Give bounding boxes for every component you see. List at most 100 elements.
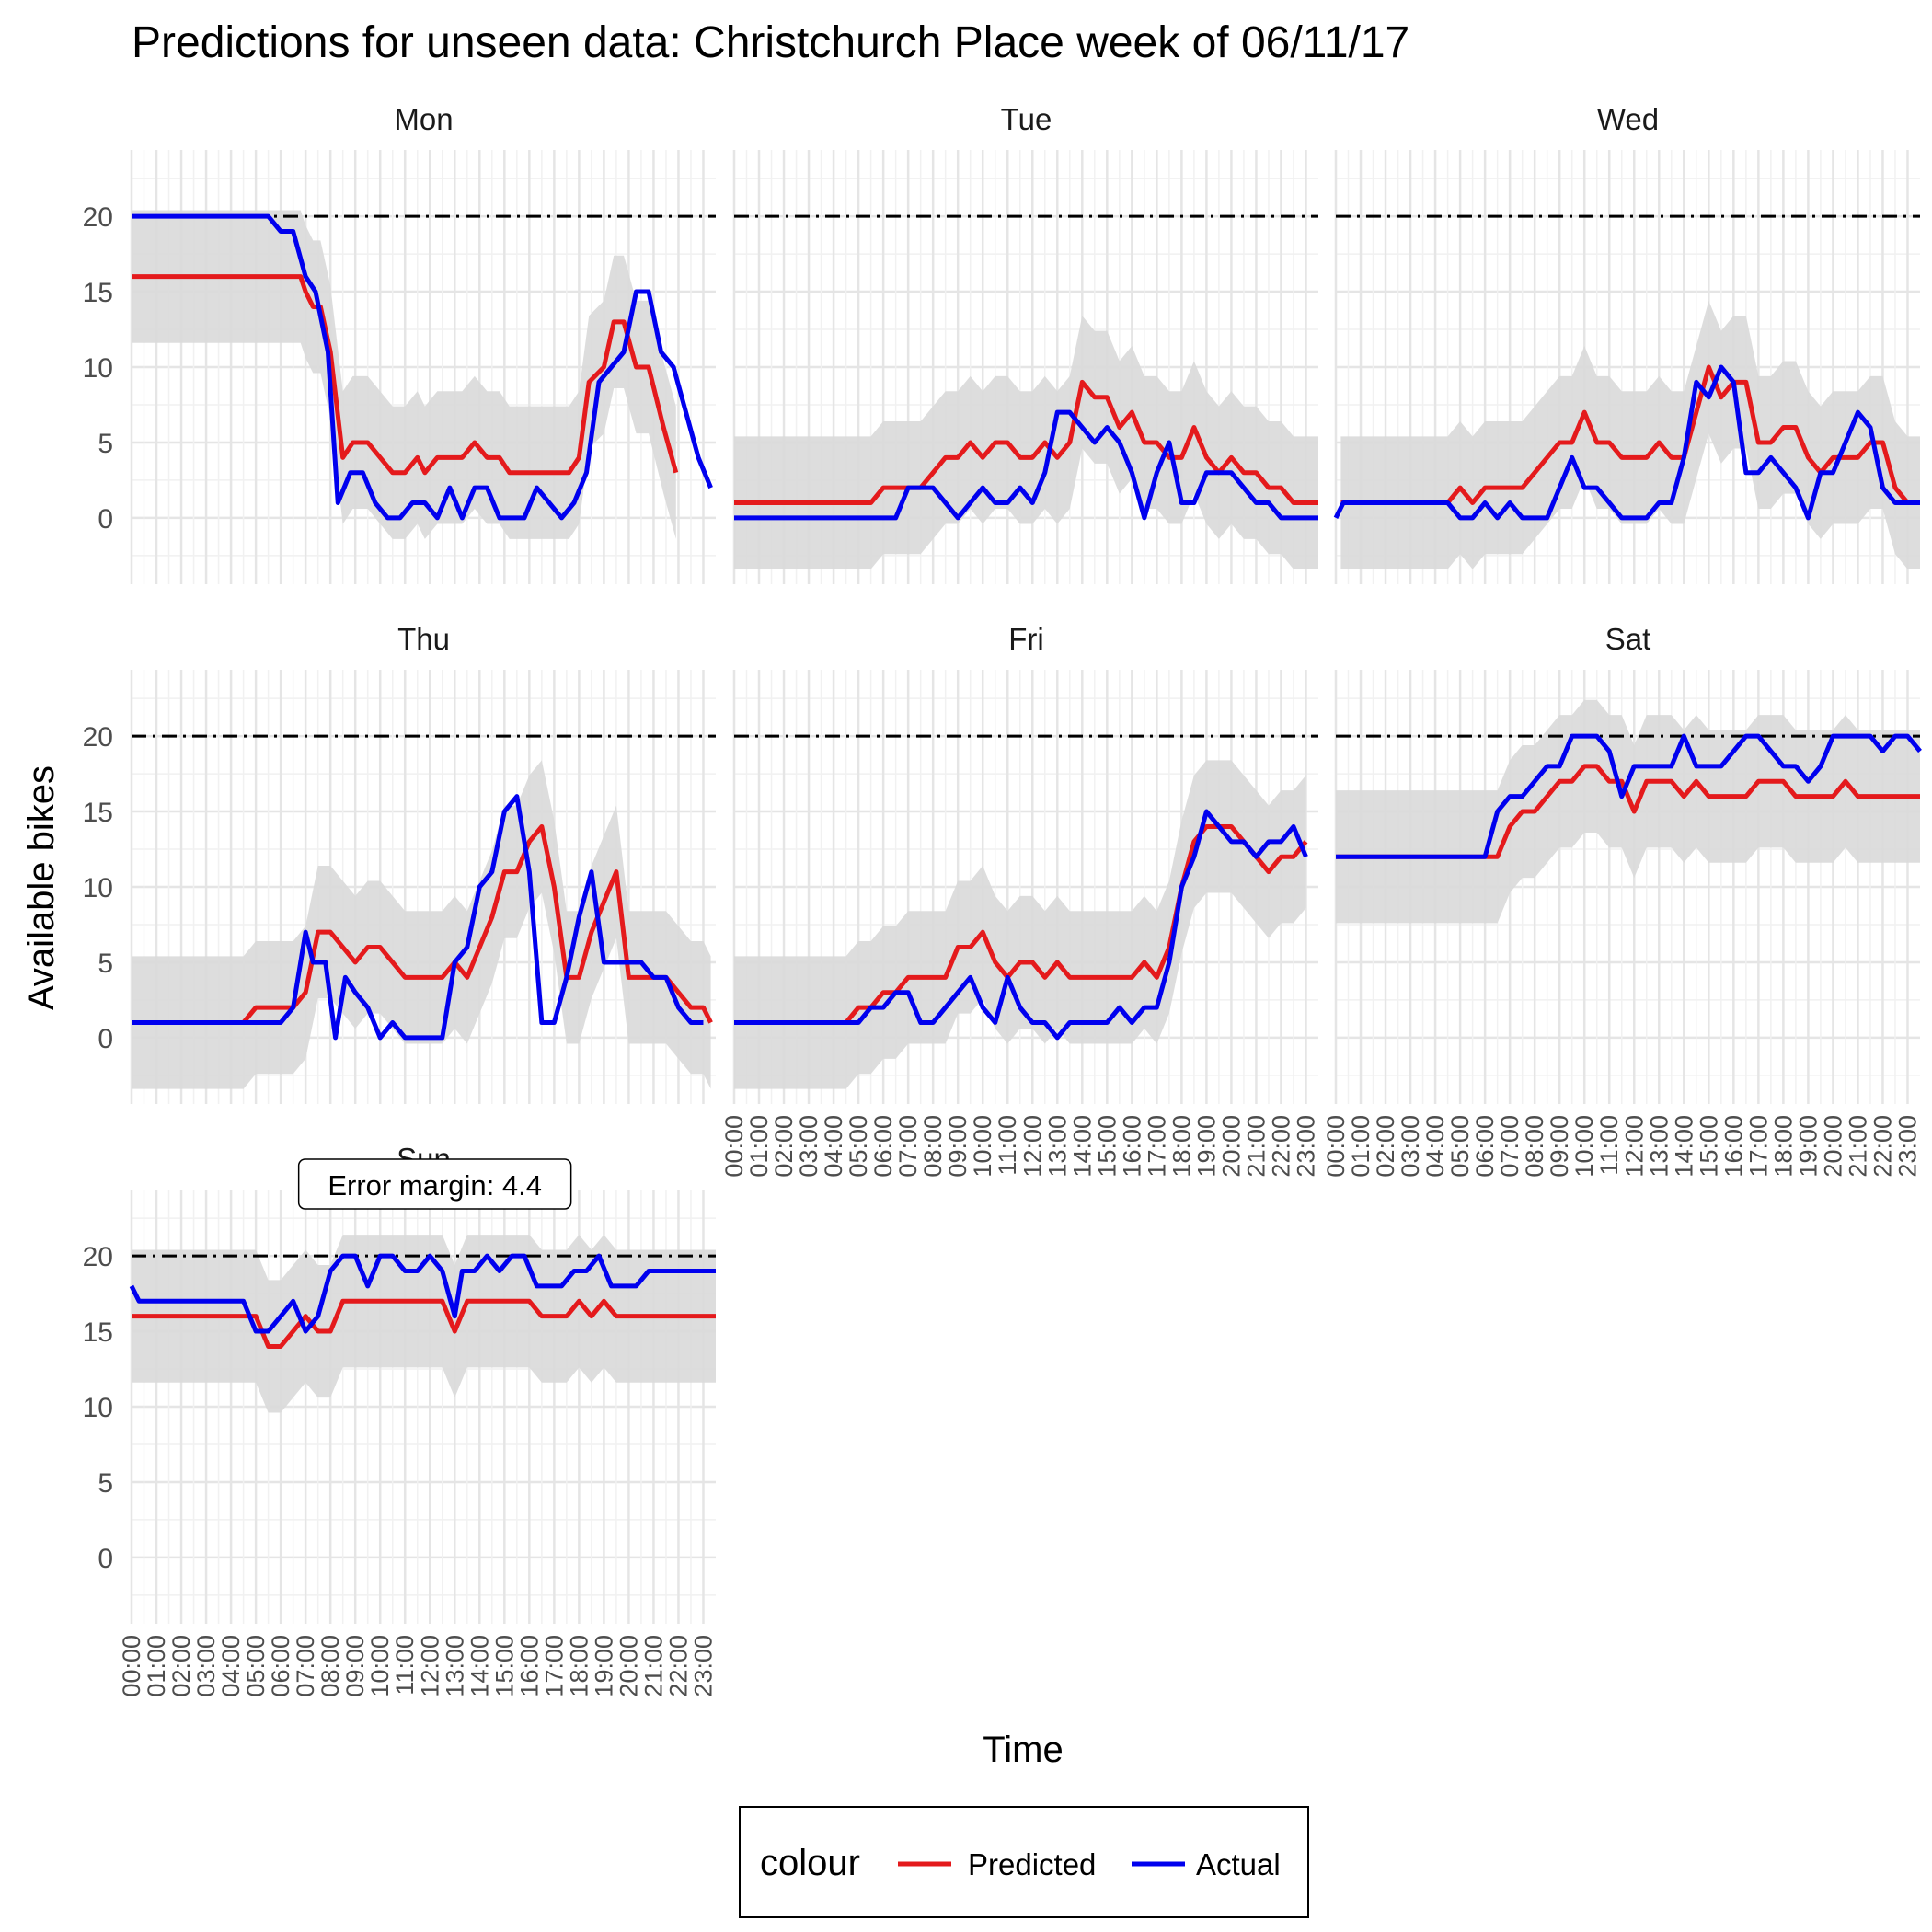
series-predicted — [734, 823, 1308, 1025]
x-tick-label: 06:00 — [267, 1635, 294, 1697]
x-tick-label: 13:00 — [1645, 1115, 1673, 1178]
x-tick-label: 05:00 — [845, 1115, 872, 1178]
x-tick-label: 03:00 — [1397, 1115, 1424, 1178]
y-tick-label: 10 — [83, 873, 113, 903]
x-tick-label: 07:00 — [894, 1115, 922, 1178]
x-tick-label: 01:00 — [143, 1635, 170, 1697]
x-tick-label: 23:00 — [1292, 1115, 1319, 1178]
x-tick-label: 09:00 — [1546, 1115, 1573, 1178]
x-tick-label: 20:00 — [1819, 1115, 1846, 1178]
x-tick-label: 20:00 — [615, 1635, 642, 1697]
facet-label: Thu — [397, 622, 450, 656]
x-tick-label: 15:00 — [490, 1635, 518, 1697]
facet-label: Mon — [394, 102, 453, 136]
x-tick-label: 22:00 — [1869, 1115, 1896, 1178]
x-tick-label: 13:00 — [1043, 1115, 1071, 1178]
y-tick-label: 0 — [98, 1024, 113, 1054]
x-tick-label: 19:00 — [1192, 1115, 1220, 1178]
x-tick-label: 07:00 — [292, 1635, 319, 1697]
error-band — [132, 210, 676, 539]
x-tick-label: 00:00 — [720, 1115, 748, 1178]
x-tick-label: 05:00 — [242, 1635, 270, 1697]
series-actual — [129, 1253, 716, 1334]
series-predicted — [132, 274, 679, 476]
y-tick-label: 20 — [83, 1242, 113, 1272]
x-tick-label: 00:00 — [1322, 1115, 1350, 1178]
x-tick-label: 02:00 — [1372, 1115, 1399, 1178]
y-tick-label: 15 — [83, 278, 113, 308]
legend-title: colour — [760, 1843, 860, 1883]
x-tick-label: 18:00 — [1769, 1115, 1797, 1178]
series-actual — [1333, 364, 1920, 521]
x-tick-label: 14:00 — [466, 1635, 493, 1697]
x-tick-label: 00:00 — [118, 1635, 145, 1697]
x-tick-label: 22:00 — [664, 1635, 692, 1697]
series-actual — [734, 809, 1308, 1041]
legend: colour Predicted Actual — [739, 1806, 1309, 1918]
x-tick-label: 05:00 — [1446, 1115, 1474, 1178]
x-axis-title: Time — [983, 1730, 1063, 1770]
x-tick-label: 15:00 — [1695, 1115, 1722, 1178]
x-tick-label: 10:00 — [366, 1635, 394, 1697]
y-tick-label: 15 — [83, 1317, 113, 1348]
x-tick-label: 12:00 — [416, 1635, 443, 1697]
x-tick-label: 19:00 — [590, 1635, 617, 1697]
x-tick-label: 09:00 — [341, 1635, 369, 1697]
x-tick-label: 08:00 — [1521, 1115, 1548, 1178]
series-actual — [1336, 733, 1922, 859]
x-tick-label: 04:00 — [217, 1635, 245, 1697]
x-tick-label: 08:00 — [316, 1635, 344, 1697]
x-tick-label: 18:00 — [565, 1635, 592, 1697]
y-tick-label: 5 — [98, 949, 113, 979]
x-tick-label: 21:00 — [1844, 1115, 1871, 1178]
x-tick-label: 11:00 — [391, 1635, 419, 1696]
x-tick-label: 16:00 — [1719, 1115, 1747, 1178]
y-tick-label: 20 — [83, 202, 113, 233]
x-tick-label: 06:00 — [869, 1115, 897, 1178]
panel-sun: Sun0510152000:0001:0002:0003:0004:0005:0… — [83, 1142, 718, 1697]
series-actual — [734, 409, 1318, 521]
panel-tue: Tue — [732, 102, 1318, 584]
x-tick-label: 03:00 — [192, 1635, 220, 1697]
panel-fri: Fri 00:0001:0002:0003:0004:0005:0006:0007… — [720, 622, 1319, 1178]
x-tick-label: 09:00 — [944, 1115, 972, 1178]
x-tick-label: 23:00 — [1893, 1115, 1921, 1178]
x-tick-label: 15:00 — [1093, 1115, 1121, 1178]
x-tick-label: 22:00 — [1267, 1115, 1294, 1178]
x-tick-label: 02:00 — [770, 1115, 798, 1178]
x-tick-label: 17:00 — [1143, 1115, 1170, 1178]
y-tick-label: 0 — [98, 504, 113, 535]
x-tick-label: 04:00 — [820, 1115, 847, 1178]
series-actual — [132, 213, 713, 521]
legend-label-actual: Actual — [1196, 1847, 1281, 1881]
legend-box — [739, 1806, 1309, 1918]
x-tick-label: 03:00 — [795, 1115, 822, 1178]
x-tick-label: 10:00 — [1570, 1115, 1598, 1178]
x-tick-label: 01:00 — [1347, 1115, 1374, 1178]
series-actual — [132, 794, 704, 1041]
x-tick-label: 02:00 — [167, 1635, 195, 1697]
x-tick-label: 08:00 — [919, 1115, 947, 1178]
y-tick-label: 5 — [98, 1468, 113, 1499]
y-tick-label: 10 — [83, 353, 113, 384]
legend-label-predicted: Predicted — [968, 1847, 1096, 1881]
x-tick-label: 04:00 — [1421, 1115, 1449, 1178]
x-tick-label: 23:00 — [689, 1635, 717, 1697]
x-tick-label: 16:00 — [515, 1635, 543, 1697]
facet-label: Tue — [1001, 102, 1052, 136]
x-tick-label: 07:00 — [1496, 1115, 1524, 1178]
panel-thu: Thu 0 5 10 15 20 — [83, 622, 716, 1104]
x-tick-label: 17:00 — [1744, 1115, 1772, 1178]
x-tick-label: 16:00 — [1118, 1115, 1145, 1178]
series-predicted — [132, 823, 713, 1025]
x-tick-label: 12:00 — [1620, 1115, 1648, 1178]
series-predicted — [132, 1298, 716, 1349]
y-tick-label: 20 — [83, 722, 113, 753]
facet-label: Sat — [1605, 622, 1651, 656]
chart-title: Predictions for unseen data: Christchurc… — [132, 18, 1409, 67]
x-tick-label: 11:00 — [1595, 1115, 1623, 1176]
facet-label: Fri — [1008, 622, 1043, 656]
x-tick-label: 06:00 — [1471, 1115, 1499, 1178]
